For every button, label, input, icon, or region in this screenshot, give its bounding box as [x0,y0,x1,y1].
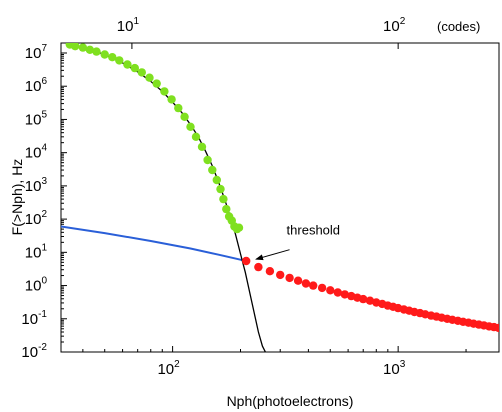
data-point [71,43,80,51]
data-point [276,270,285,280]
top-axis-unit-label: (codes) [437,19,480,34]
plot-area-frame [60,42,500,353]
data-point [85,45,95,54]
y-tick-label: 107 [25,43,48,62]
data-point [333,288,342,297]
threshold-label: threshold [287,223,340,238]
x-tick-label: 102 [157,359,180,378]
data-point [191,132,201,141]
top-tick-label: 101 [117,16,140,35]
data-point [494,323,499,333]
data-point [212,175,221,185]
data-point [100,50,109,59]
y-tick-label: 10-2 [21,342,47,361]
data-point [309,281,318,290]
data-point [326,286,335,295]
data-point [203,155,212,165]
data-point [186,122,195,131]
threshold-arrow [255,249,290,261]
data-point [293,276,303,285]
data-point [365,296,375,305]
data-point [160,87,169,96]
y-tick-label: 100 [25,276,48,295]
data-point [115,56,124,65]
ticks: 102 103 10-2 10-1 100 101 102 103 104 105 106 107 10… [21,16,467,378]
data-point [92,47,101,56]
y-axis-label: F(>Nph), Hz [9,159,25,236]
series-layer [61,43,499,352]
data-point [130,63,139,73]
data-point [216,184,225,194]
data-point [180,112,189,122]
data-point [208,165,217,175]
data-point [340,290,349,299]
data-point [301,279,311,288]
data-point [137,68,146,77]
data-point [167,95,176,104]
y-tick-label: 101 [25,242,48,261]
x-axis-label: Nph(photoelectrons) [227,393,354,409]
data-point [78,43,88,52]
top-tick-label: 102 [383,16,406,35]
data-point [242,256,251,266]
series-line [61,225,247,262]
data-point [123,60,132,69]
data-point [359,294,368,304]
data-point [234,223,244,232]
data-point [285,273,294,283]
y-tick-label: 104 [25,143,48,162]
data-point [317,283,327,293]
data-point [197,142,207,151]
data-point [222,204,231,214]
data-point [152,79,161,88]
y-tick-label: 10-1 [21,309,47,328]
data-point [254,262,263,272]
data-point [174,103,183,113]
data-point [219,194,228,204]
x-tick-label: 103 [383,359,406,378]
data-point [265,267,275,276]
y-tick-label: 106 [25,76,48,95]
y-tick-label: 103 [25,176,48,195]
y-tick-label: 102 [25,209,48,228]
annotation-layer: threshold [255,223,340,261]
data-point [145,73,154,82]
y-tick-label: 105 [25,109,48,128]
data-point [108,53,117,62]
